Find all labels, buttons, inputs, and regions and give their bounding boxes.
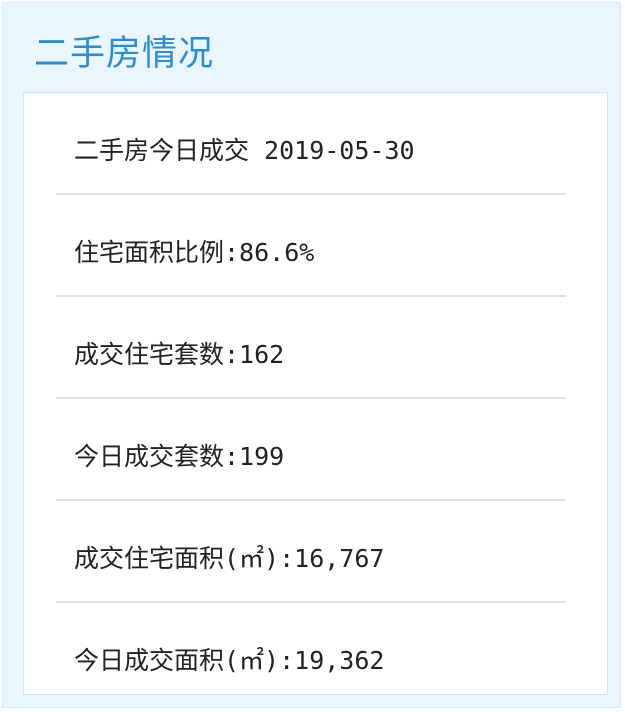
stat-text: 今日成交面积(㎡):19,362	[74, 646, 385, 675]
widget-title: 二手房情况	[34, 34, 215, 74]
stat-text: 住宅面积比例:86.6%	[74, 238, 315, 267]
stat-row-residential-ratio: 住宅面积比例:86.6%	[56, 195, 566, 297]
stat-row-total-area: 今日成交面积(㎡):19,362	[56, 603, 566, 705]
stat-row-date: 二手房今日成交 2019-05-30	[56, 93, 566, 195]
stats-panel: 二手房今日成交 2019-05-30 住宅面积比例:86.6% 成交住宅套数:1…	[23, 92, 608, 695]
stat-row-residential-units: 成交住宅套数:162	[56, 297, 566, 399]
stat-text: 二手房今日成交 2019-05-30	[74, 136, 415, 165]
stat-text: 今日成交套数:199	[74, 442, 285, 471]
stat-row-residential-area: 成交住宅面积(㎡):16,767	[56, 501, 566, 603]
stat-text: 成交住宅面积(㎡):16,767	[74, 544, 385, 573]
stat-row-total-units: 今日成交套数:199	[56, 399, 566, 501]
stat-text: 成交住宅套数:162	[74, 340, 285, 369]
